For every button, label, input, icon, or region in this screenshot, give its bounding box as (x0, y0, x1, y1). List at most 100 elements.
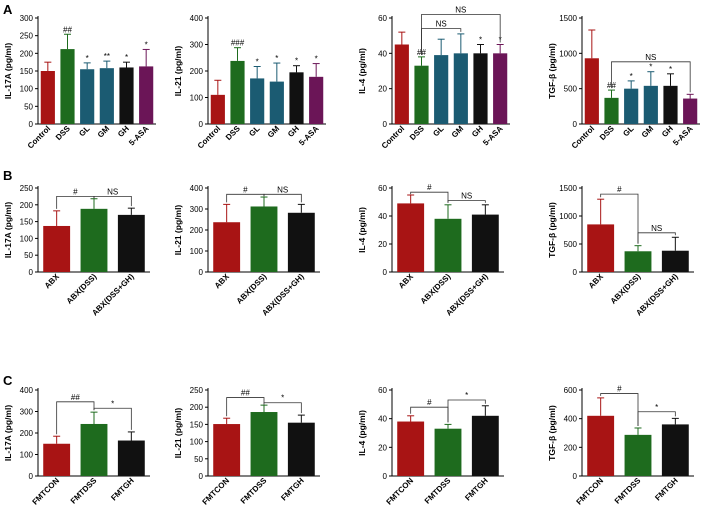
chart-10-bar-3 (287, 422, 315, 476)
chart-11-category-label-1: FMTCON (385, 476, 416, 507)
chart-8-category-label-1: ABX (587, 272, 606, 291)
chart-3-bar-4 (453, 53, 468, 125)
chart-8-bar-3 (661, 250, 689, 272)
chart-3-y-axis-label: IL-4 (pg/ml) (357, 48, 367, 94)
chart-7-bracket-label-2: NS (461, 192, 472, 201)
chart-1-y-axis-label: IL-17A (pg/ml) (3, 43, 13, 100)
chart-11-bracket-label-1: # (427, 398, 432, 407)
chart-5-ytick-label: 200 (20, 201, 34, 210)
chart-2-ytick-label: 200 (190, 67, 204, 76)
chart-5-bracket-2 (93, 196, 132, 207)
chart-3-ytick-label: 20 (378, 85, 387, 94)
chart-6-bracket-1 (226, 193, 265, 203)
chart-4-category-label-3: GL (621, 124, 635, 138)
chart-10-ytick-label: 150 (190, 420, 204, 429)
chart-4-bar-1 (584, 58, 599, 124)
chart-6-bar-2 (250, 206, 278, 272)
chart-2-ytick-label: 400 (190, 14, 204, 23)
chart-3-category-label-3: GL (431, 124, 445, 138)
chart-10-ytick-label: 50 (194, 455, 203, 464)
chart-2-sig-label-3: * (256, 57, 259, 66)
chart-9-bracket-2 (93, 407, 132, 430)
chart-11-ytick-label: 60 (378, 386, 387, 395)
chart-2-category-label-5: GH (286, 124, 301, 139)
chart-6-y-axis-label: IL-21 (pg/ml) (173, 205, 183, 256)
chart-2-category-label-4: GM (266, 124, 282, 140)
chart-1-sig-label-2: ## (63, 25, 72, 34)
chart-11-bracket-2 (447, 399, 486, 423)
chart-7-ytick-label: 40 (378, 212, 387, 221)
chart-4-bar-6 (683, 98, 698, 124)
chart-1-category-label-5: GH (116, 124, 131, 139)
chart-5-category-label-2: ABX(DSS) (65, 272, 99, 306)
chart-1-ytick-label: 150 (20, 67, 34, 76)
chart-2-sig-label-4: * (275, 54, 278, 63)
chart-5-ytick-label: 50 (24, 251, 33, 260)
chart-3-ytick-label: 0 (383, 120, 388, 129)
chart-3-ytick-label: 60 (378, 14, 387, 23)
chart-2-ytick-label: 0 (199, 120, 204, 129)
chart-4-ytick-label: 1000 (559, 49, 577, 58)
chart-12-ytick-label: 0 (573, 472, 578, 481)
chart-7-ytick-label: 60 (378, 184, 387, 193)
chart-10-ytick-label: 200 (190, 403, 204, 412)
chart-5-ytick-label: 100 (20, 234, 34, 243)
chart-9-ytick-label: 400 (20, 386, 34, 395)
panel-letter-A: A (3, 2, 13, 17)
chart-3-bar-3 (434, 55, 449, 124)
chart-3-bar-2 (414, 65, 429, 124)
chart-11-ytick-label: 40 (378, 415, 387, 424)
chart-1-sig-label-5: * (125, 53, 128, 62)
chart-5-ytick-label: 150 (20, 218, 34, 227)
chart-8-y-axis-label: TGF-β (pg/ml) (547, 202, 557, 258)
chart-8-ytick-label: 500 (564, 240, 578, 249)
panel-letter-C: C (3, 373, 13, 388)
chart-4-sig-label-3: * (630, 72, 633, 81)
chart-6-ytick-label: 100 (190, 247, 204, 256)
chart-6-bar-1 (213, 222, 241, 272)
chart-4-sig-label-4: * (649, 63, 652, 72)
chart-7-bracket-2 (447, 200, 486, 203)
chart-6-ytick-label: 200 (190, 226, 204, 235)
chart-7-bar-2 (434, 218, 462, 272)
chart-3-bar-1 (394, 44, 409, 124)
chart-8-bracket-label-1: # (617, 185, 622, 194)
chart-6-bracket-label-2: NS (277, 185, 288, 194)
chart-2-ytick-label: 300 (190, 41, 204, 50)
chart-9-ytick-label: 100 (20, 451, 34, 460)
chart-1-bar-3 (80, 69, 95, 124)
chart-8-ytick-label: 1000 (559, 212, 577, 221)
chart-5-bracket-label-2: NS (107, 187, 118, 196)
chart-9-bar-2 (80, 423, 108, 476)
chart-1-ytick-label: 50 (24, 102, 33, 111)
chart-2-bar-2 (230, 60, 245, 124)
chart-5-ytick-label: 0 (29, 268, 34, 277)
chart-12-y-axis-label: TGF-β (pg/ml) (547, 405, 557, 461)
chart-9-bar-3 (117, 440, 145, 476)
chart-3-sig-label-5: * (479, 36, 482, 45)
chart-2-ytick-label: 100 (190, 94, 204, 103)
chart-4-category-label-4: GM (640, 124, 656, 140)
chart-3-bracket-label-2: NS (455, 5, 466, 14)
chart-4-category-label-6: 5-ASA (671, 124, 694, 147)
chart-12-category-label-3: FMTGH (653, 476, 680, 503)
chart-2-sig-label-6: * (315, 55, 318, 64)
chart-9-bracket-label-2: * (111, 399, 114, 408)
chart-10-category-label-3: FMTGH (279, 476, 306, 503)
chart-6-category-label-1: ABX (213, 272, 232, 291)
chart-12-category-label-1: FMTCON (575, 476, 606, 507)
chart-4-ytick-label: 0 (573, 120, 578, 129)
chart-8-bracket-label-2: NS (651, 224, 662, 233)
chart-4-bar-5 (663, 85, 678, 124)
chart-10-bracket-1 (226, 397, 265, 417)
chart-1-category-label-4: GM (96, 124, 112, 140)
chart-4-bar-3 (624, 88, 639, 124)
chart-2-category-label-6: 5-ASA (297, 124, 320, 147)
chart-3-category-label-6: 5-ASA (481, 124, 504, 147)
chart-1-sig-label-4: ** (104, 52, 110, 61)
chart-7-ytick-label: 20 (378, 240, 387, 249)
chart-3-bar-5 (473, 53, 488, 125)
chart-4-bracket-1 (611, 61, 691, 93)
chart-6-ytick-label: 400 (190, 184, 204, 193)
chart-4-category-label-5: GH (660, 124, 675, 139)
